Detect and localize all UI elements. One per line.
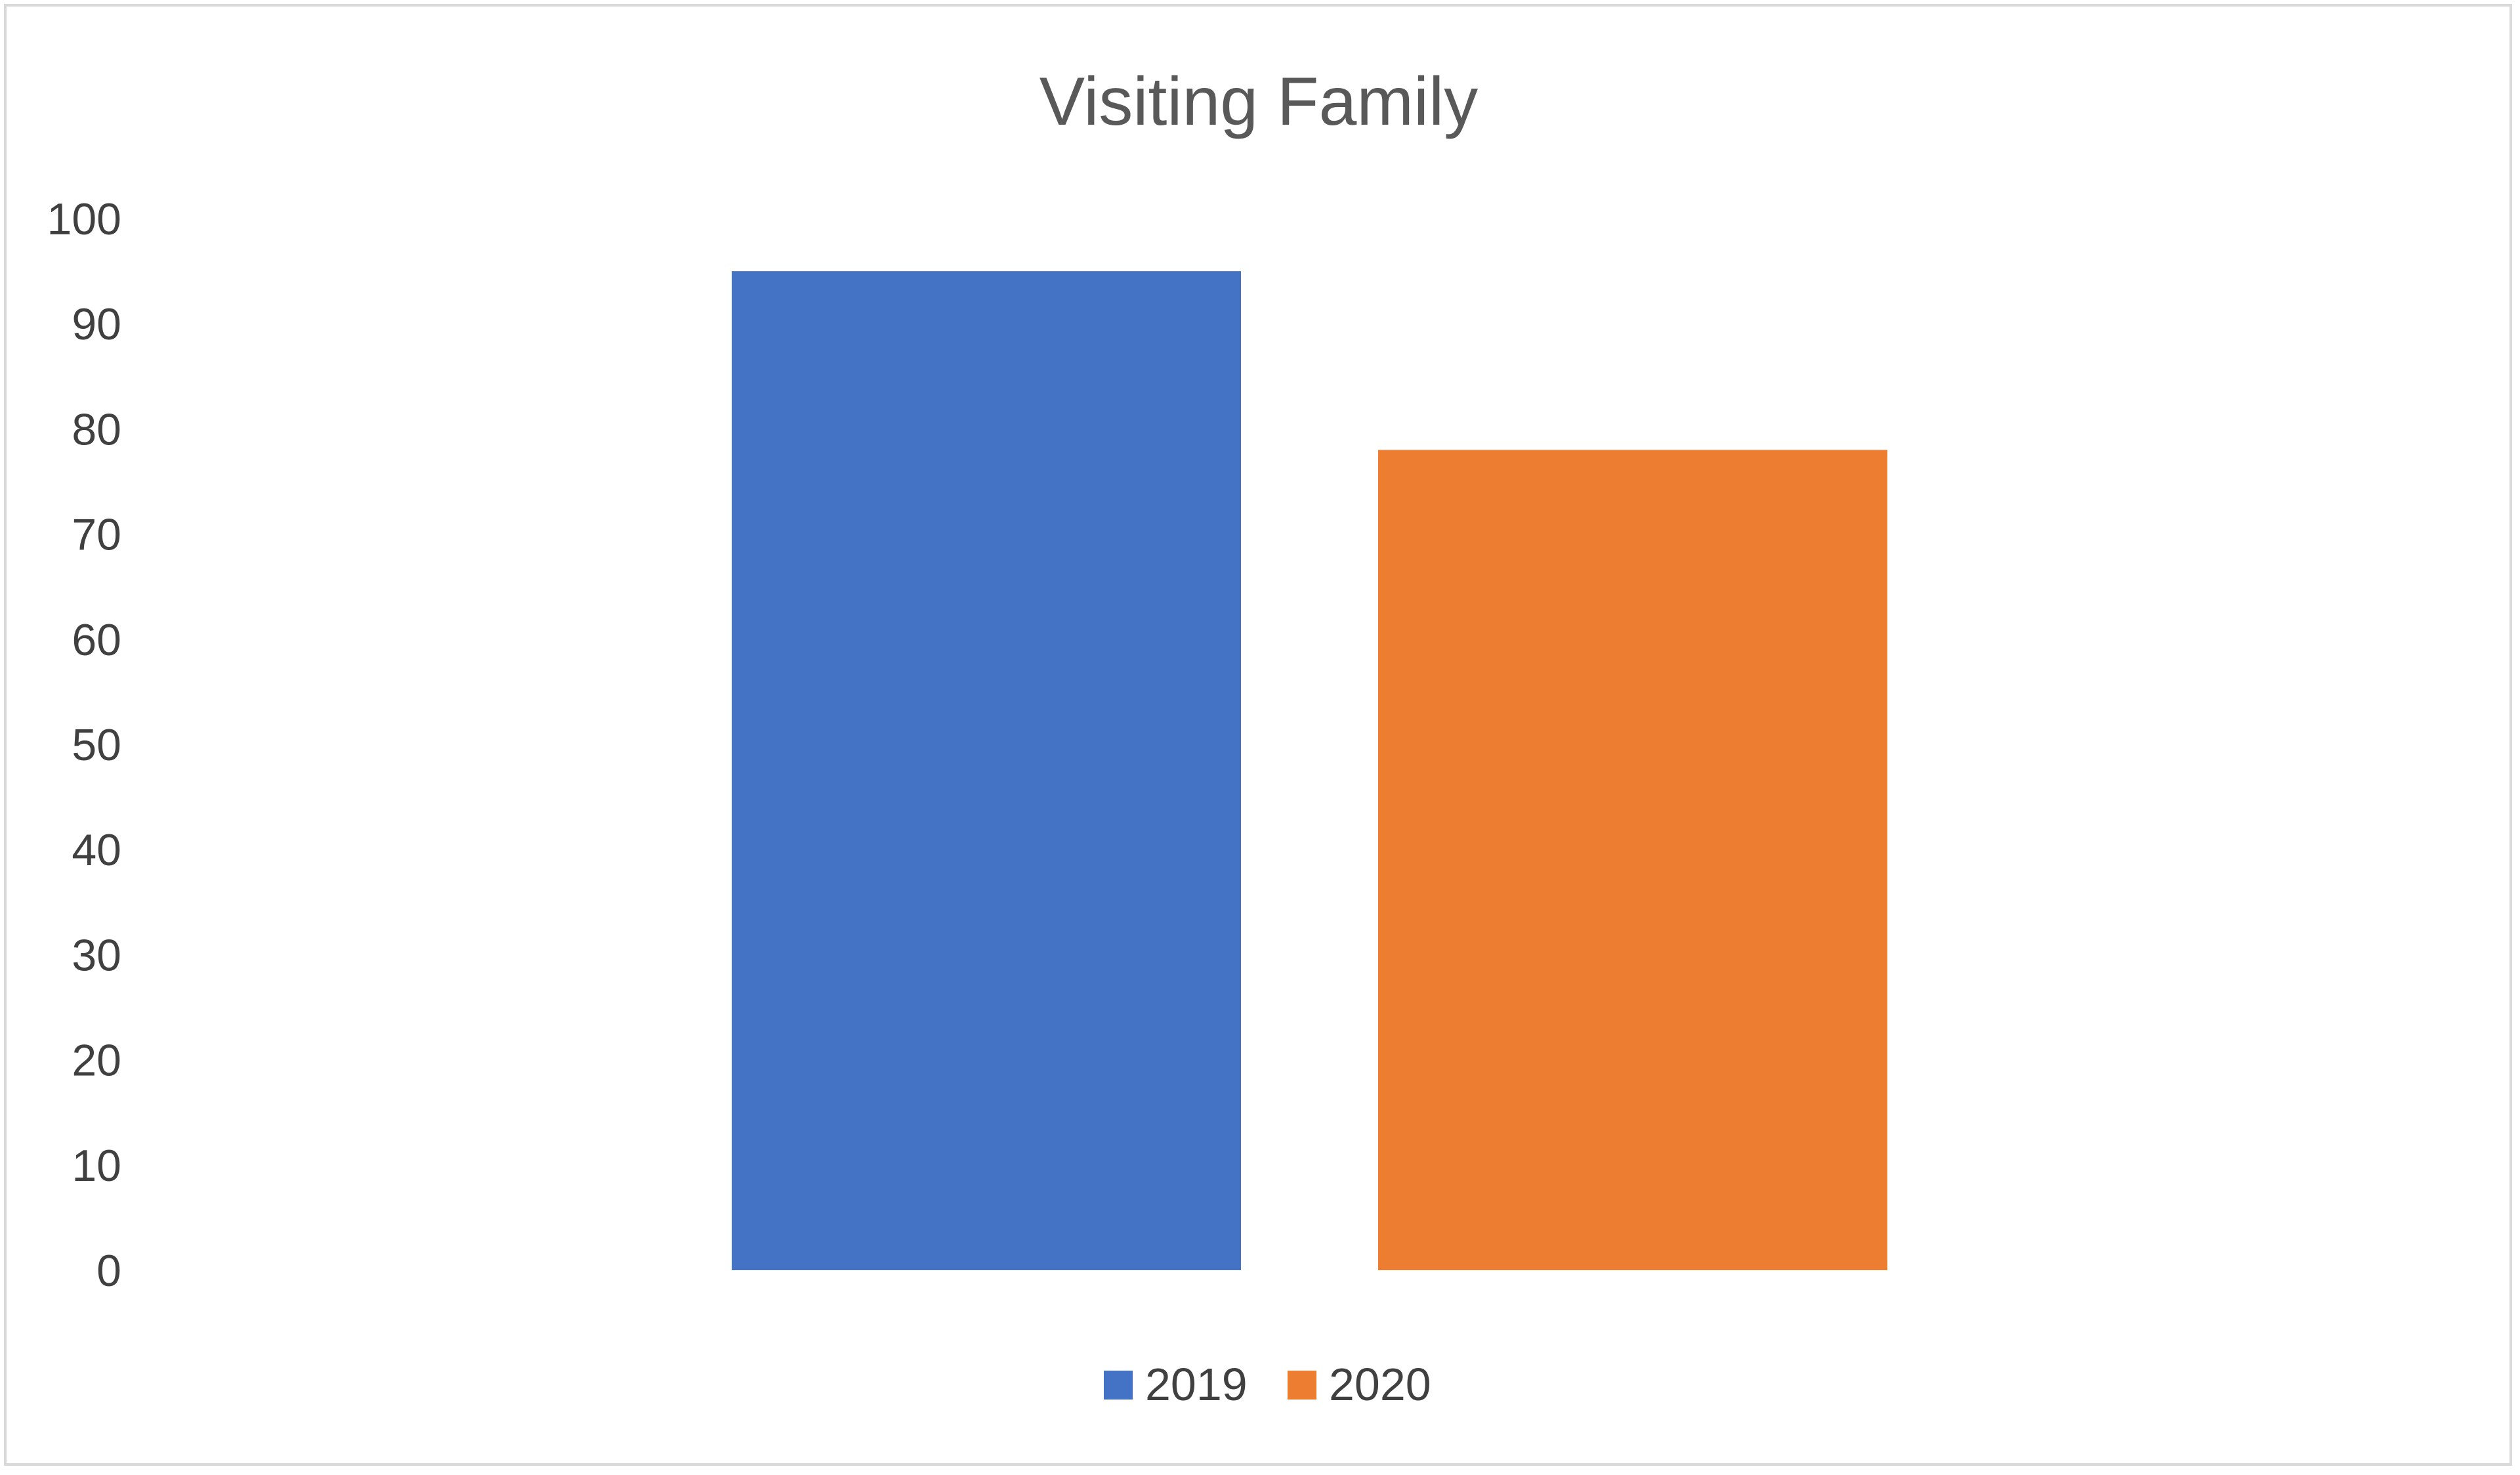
y-tick-label: 30 <box>72 930 121 980</box>
y-tick-label: 50 <box>72 720 121 770</box>
legend: 2019 2020 <box>1104 1359 1431 1410</box>
y-tick-label: 60 <box>72 615 121 665</box>
legend-item-2019: 2019 <box>1104 1359 1248 1410</box>
bars <box>732 271 1887 1271</box>
y-tick-label: 40 <box>72 825 121 875</box>
legend-item-2020: 2020 <box>1288 1359 1431 1410</box>
y-axis-tick-labels: 0 10 20 30 40 50 60 70 80 90 100 <box>47 194 121 1296</box>
legend-swatch <box>1104 1371 1133 1400</box>
chart-title: Visiting Family <box>1040 64 1478 140</box>
bar-2020 <box>1378 450 1887 1271</box>
y-tick-label: 0 <box>96 1246 121 1296</box>
y-tick-label: 10 <box>72 1141 121 1191</box>
bar-2019 <box>732 271 1241 1271</box>
y-tick-label: 100 <box>47 194 121 244</box>
chart-frame <box>4 4 2512 1466</box>
y-tick-label: 70 <box>72 510 121 560</box>
y-tick-label: 80 <box>72 404 121 454</box>
legend-swatch <box>1288 1371 1316 1400</box>
legend-label: 2020 <box>1329 1359 1431 1410</box>
y-tick-label: 20 <box>72 1036 121 1086</box>
y-tick-label: 90 <box>72 299 121 349</box>
legend-label: 2019 <box>1145 1359 1248 1410</box>
